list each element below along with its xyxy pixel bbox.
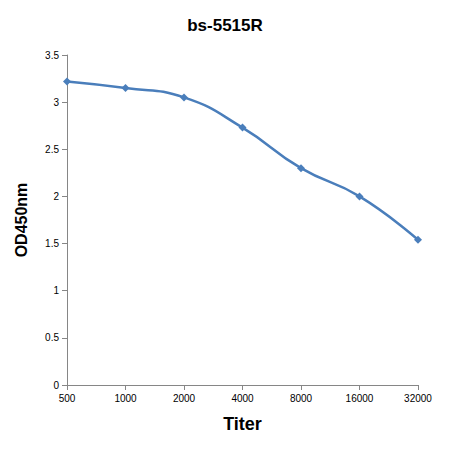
svg-text:32000: 32000 xyxy=(404,393,432,404)
svg-text:1.5: 1.5 xyxy=(45,238,59,249)
svg-text:Titer: Titer xyxy=(223,414,262,434)
svg-text:1: 1 xyxy=(53,285,59,296)
svg-text:2.5: 2.5 xyxy=(45,144,59,155)
svg-text:OD450nm: OD450nm xyxy=(13,183,30,258)
svg-text:4000: 4000 xyxy=(231,393,254,404)
svg-text:16000: 16000 xyxy=(346,393,374,404)
svg-text:bs-5515R: bs-5515R xyxy=(187,16,263,35)
svg-text:2: 2 xyxy=(53,191,59,202)
svg-text:8000: 8000 xyxy=(290,393,313,404)
svg-text:0.5: 0.5 xyxy=(45,332,59,343)
svg-text:500: 500 xyxy=(59,393,76,404)
svg-text:1000: 1000 xyxy=(114,393,137,404)
svg-text:3: 3 xyxy=(53,97,59,108)
svg-text:0: 0 xyxy=(53,380,59,391)
svg-text:3.5: 3.5 xyxy=(45,50,59,61)
svg-text:2000: 2000 xyxy=(173,393,196,404)
